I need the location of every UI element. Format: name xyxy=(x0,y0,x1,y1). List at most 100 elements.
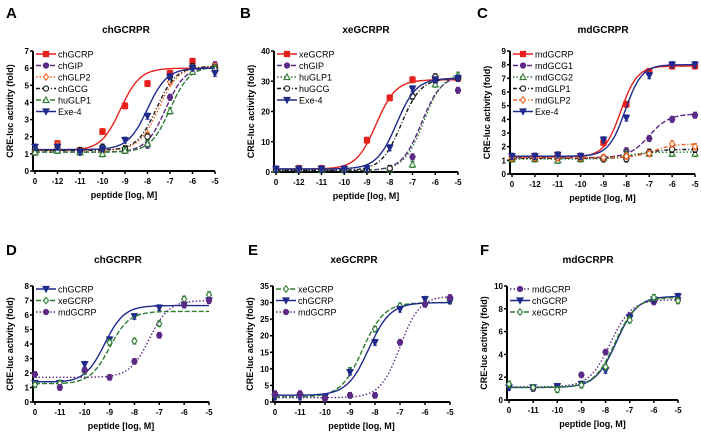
data-point xyxy=(674,293,682,301)
y-tick-label: 10 xyxy=(260,365,269,374)
legend-marker xyxy=(282,284,290,294)
x-tick-label: -9 xyxy=(106,408,114,417)
y-tick-label: 7 xyxy=(25,297,30,306)
x-axis-label: peptide [log, M] xyxy=(559,419,626,429)
legend-label: mdGCRP xyxy=(535,49,574,59)
data-point xyxy=(626,316,634,325)
y-tick-label: 30 xyxy=(260,299,269,308)
data-point xyxy=(385,144,394,153)
data-point xyxy=(144,133,151,140)
legend-item: mdGCRP xyxy=(513,49,574,59)
data-point xyxy=(691,112,699,119)
data-point xyxy=(205,297,213,304)
data-point xyxy=(602,362,609,372)
y-tick-label: 0 xyxy=(25,398,30,407)
y-tick-label: 6 xyxy=(499,328,504,337)
data-point xyxy=(121,102,129,110)
y-tick-label: 30 xyxy=(261,77,270,86)
y-tick-label: 2 xyxy=(25,369,30,378)
legend-item: huGCG xyxy=(277,84,330,94)
y-tick-label: 0 xyxy=(265,398,270,407)
legend-label: Exe-4 xyxy=(58,107,82,117)
legend-marker xyxy=(516,285,524,293)
legend-item: chGCRP xyxy=(36,49,94,59)
y-axis-label: CRE-luc activity (fold) xyxy=(5,297,15,391)
y-tick-label: 4 xyxy=(499,350,504,359)
legend-item: chGIP xyxy=(36,61,83,71)
data-point xyxy=(166,94,174,101)
x-tick-label: -10 xyxy=(79,408,91,417)
x-tick-label: -6 xyxy=(189,177,197,186)
data-point xyxy=(691,61,699,69)
data-point xyxy=(578,371,585,379)
data-point xyxy=(81,366,88,374)
x-tick-label: -6 xyxy=(181,408,189,417)
data-point xyxy=(599,136,608,145)
legend-item: chGCRP xyxy=(36,284,94,294)
data-point xyxy=(106,338,113,347)
y-tick-label: 9 xyxy=(502,47,507,56)
y-tick-label: 8 xyxy=(499,305,504,314)
data-point xyxy=(166,73,174,81)
x-tick-label: 0 xyxy=(274,178,279,187)
panel-letter: F xyxy=(480,242,489,259)
legend-label: chGIP xyxy=(58,61,83,71)
x-tick-label: 0 xyxy=(33,177,38,186)
y-tick-label: 6 xyxy=(25,64,30,73)
data-point xyxy=(53,143,62,152)
legend-item: mdGCG2 xyxy=(513,72,573,82)
data-point xyxy=(180,294,188,304)
data-point xyxy=(321,395,329,402)
data-point xyxy=(454,75,462,83)
x-tick-label: -10 xyxy=(338,178,350,187)
data-point xyxy=(31,143,39,152)
x-axis-label: peptide [log, M] xyxy=(88,421,155,431)
legend-label: Exe-4 xyxy=(535,107,559,117)
legend-label: chGLP2 xyxy=(58,72,91,82)
legend-label: mdGLP1 xyxy=(535,84,571,94)
x-tick-label: -11 xyxy=(294,408,306,417)
x-tick-label: 0 xyxy=(510,180,515,189)
legend-item: xeGCRP xyxy=(276,284,334,294)
legend-item: mdGCG1 xyxy=(513,61,573,71)
legend-label: chGCRP xyxy=(58,284,94,294)
fit-curve xyxy=(35,310,209,385)
y-tick-label: 2 xyxy=(502,143,507,152)
y-tick-label: 0 xyxy=(266,168,271,177)
data-point xyxy=(296,390,304,397)
y-tick-label: 8 xyxy=(502,61,507,70)
y-tick-label: 15 xyxy=(260,348,269,357)
data-point xyxy=(623,152,630,161)
data-point xyxy=(691,142,699,151)
data-point xyxy=(31,380,39,389)
panel-title: xeGCRPR xyxy=(342,25,390,36)
data-point xyxy=(80,361,89,369)
x-tick-label: -5 xyxy=(446,408,454,417)
data-point xyxy=(622,114,631,123)
legend-item: chGCG xyxy=(36,84,88,94)
data-point xyxy=(121,136,129,145)
data-point xyxy=(508,153,516,161)
legend-label: mdGCG1 xyxy=(535,61,573,71)
panel-title: mdGCRPR xyxy=(562,255,614,266)
data-point xyxy=(99,128,106,135)
data-point xyxy=(76,148,84,157)
x-tick-label: -11 xyxy=(528,406,540,415)
x-tick-label: -8 xyxy=(144,177,152,186)
data-point xyxy=(691,149,699,157)
data-point xyxy=(505,379,513,389)
panel-letter: E xyxy=(248,242,258,259)
panel-letter: D xyxy=(6,242,17,259)
x-tick-label: 0 xyxy=(33,408,38,417)
x-tick-label: -12 xyxy=(52,177,64,186)
legend-item: mdGCRP xyxy=(36,307,97,317)
data-point xyxy=(294,165,303,174)
data-point xyxy=(386,94,393,102)
data-point xyxy=(130,313,139,321)
y-tick-label: 0 xyxy=(25,167,30,176)
y-axis-label: CRE-luc activity (fold) xyxy=(5,64,15,158)
data-point xyxy=(371,392,379,399)
